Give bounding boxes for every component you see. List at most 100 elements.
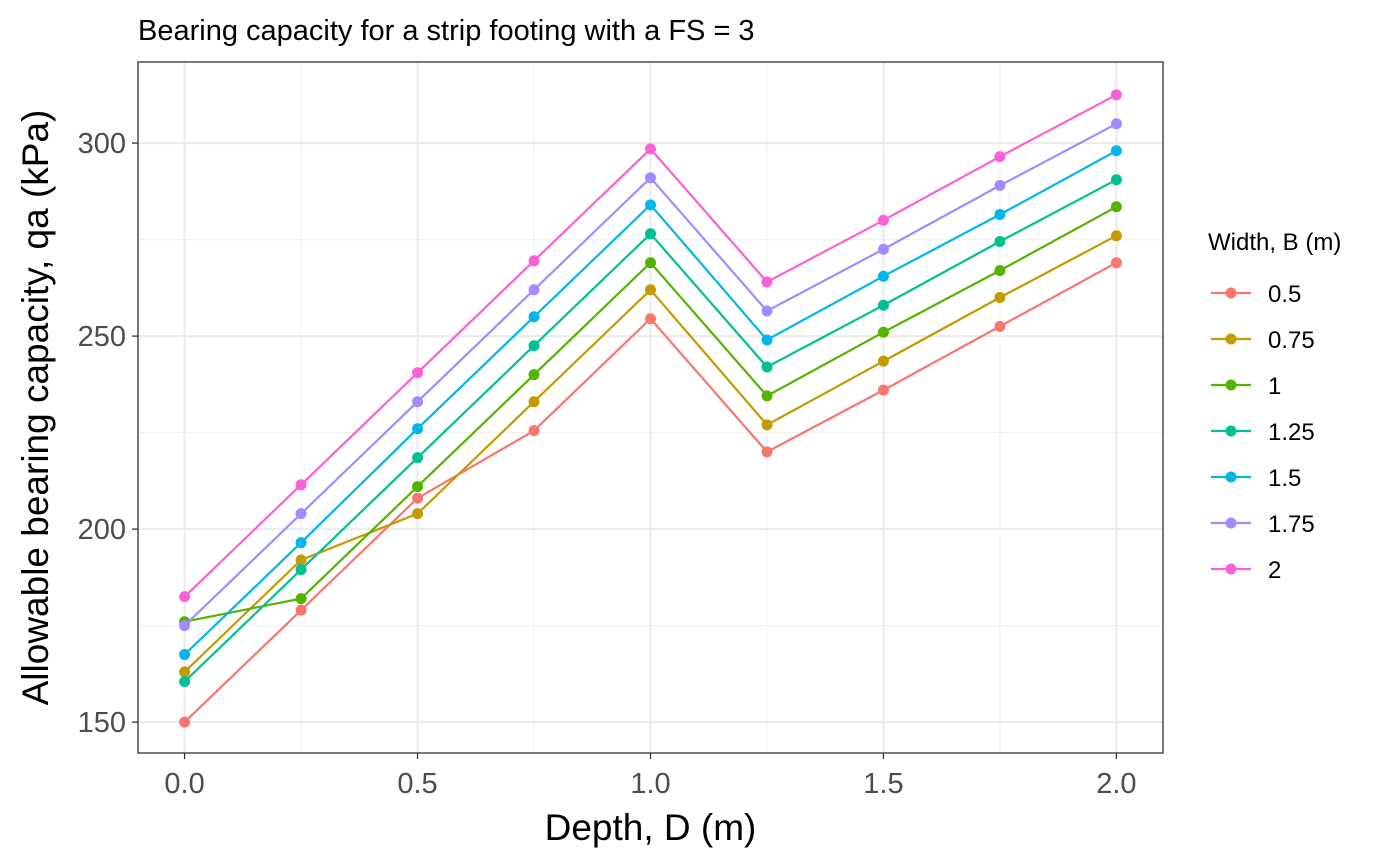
x-tick-label: 0.5 bbox=[397, 768, 437, 800]
data-point bbox=[645, 172, 656, 184]
data-point bbox=[528, 396, 540, 408]
legend-key-point bbox=[1225, 425, 1237, 437]
data-point bbox=[179, 591, 191, 603]
legend-label: 1.75 bbox=[1268, 511, 1315, 538]
data-point bbox=[1110, 118, 1122, 130]
data-point bbox=[295, 604, 307, 616]
legend-key-point bbox=[1225, 563, 1237, 575]
legend: Width, B (m) 0.5 0.75 1 1.25 1.5 1.75 2 bbox=[1208, 229, 1341, 584]
x-tick-label: 1.5 bbox=[863, 768, 903, 800]
series-1-25 bbox=[179, 174, 1122, 688]
data-point bbox=[179, 649, 191, 661]
data-point bbox=[179, 716, 191, 728]
data-point bbox=[179, 676, 191, 688]
data-point bbox=[761, 446, 773, 458]
data-point bbox=[528, 340, 540, 352]
data-point bbox=[645, 199, 656, 211]
data-point bbox=[412, 492, 424, 504]
data-point bbox=[528, 255, 540, 267]
y-tick-label: 250 bbox=[78, 321, 126, 353]
legend-title: Width, B (m) bbox=[1208, 229, 1341, 256]
data-point bbox=[1110, 145, 1122, 157]
legend-label: 0.5 bbox=[1268, 281, 1301, 308]
data-point bbox=[412, 452, 424, 464]
legend-key bbox=[1211, 517, 1251, 529]
data-point bbox=[761, 390, 773, 402]
y-tick-label: 300 bbox=[78, 128, 126, 160]
data-point bbox=[877, 299, 889, 311]
y-tick-label: 200 bbox=[78, 514, 126, 546]
data-point bbox=[994, 320, 1006, 332]
x-axis-title: Depth, D (m) bbox=[545, 807, 757, 848]
data-point bbox=[1110, 201, 1122, 213]
data-point bbox=[877, 326, 889, 338]
legend-key bbox=[1211, 563, 1251, 575]
data-point bbox=[994, 180, 1006, 192]
legend-key-point bbox=[1225, 379, 1237, 391]
data-point bbox=[645, 143, 656, 155]
y-tick-label: 150 bbox=[78, 707, 126, 739]
data-point bbox=[1110, 257, 1122, 269]
data-point bbox=[528, 311, 540, 323]
data-point bbox=[528, 284, 540, 296]
data-point bbox=[295, 554, 307, 566]
data-point bbox=[295, 564, 307, 576]
data-point bbox=[761, 361, 773, 373]
x-tick-label: 0.0 bbox=[164, 768, 204, 800]
legend-label: 2 bbox=[1268, 557, 1281, 584]
data-point bbox=[295, 508, 307, 520]
legend-label: 0.75 bbox=[1268, 327, 1315, 354]
data-point bbox=[645, 228, 656, 240]
data-point bbox=[412, 481, 424, 493]
data-point bbox=[179, 666, 191, 678]
data-point bbox=[761, 334, 773, 346]
data-point bbox=[645, 313, 656, 325]
data-point bbox=[412, 508, 424, 520]
legend-key bbox=[1211, 471, 1251, 483]
data-point bbox=[877, 243, 889, 255]
series-0-75 bbox=[179, 230, 1122, 678]
data-point bbox=[1110, 230, 1122, 242]
legend-key-point bbox=[1225, 517, 1237, 529]
data-point bbox=[645, 284, 656, 296]
data-point bbox=[412, 396, 424, 408]
data-point bbox=[994, 264, 1006, 276]
data-point bbox=[994, 151, 1006, 163]
data-point bbox=[994, 236, 1006, 248]
data-point bbox=[295, 593, 307, 605]
data-point bbox=[761, 305, 773, 317]
legend-key bbox=[1211, 425, 1251, 437]
data-point bbox=[994, 208, 1006, 220]
legend-label: 1.25 bbox=[1268, 419, 1315, 446]
data-point bbox=[994, 291, 1006, 303]
data-point bbox=[761, 419, 773, 431]
data-point bbox=[645, 257, 656, 269]
axes: 0.0 0.5 1.0 1.5 2.0 150 200 250 300 bbox=[78, 128, 1137, 800]
series-1-75 bbox=[179, 118, 1122, 632]
data-point bbox=[877, 384, 889, 396]
data-point bbox=[877, 214, 889, 226]
legend-key-point bbox=[1225, 287, 1237, 299]
data-point bbox=[295, 537, 307, 549]
data-point bbox=[295, 479, 307, 491]
data-point bbox=[877, 270, 889, 282]
data-point bbox=[179, 620, 191, 632]
legend-key bbox=[1211, 287, 1251, 299]
x-tick-label: 1.0 bbox=[630, 768, 670, 800]
data-point bbox=[1110, 174, 1122, 186]
y-axis-title: Allowable bearing capacity, qa (kPa) bbox=[15, 110, 56, 706]
data-point bbox=[877, 355, 889, 367]
series-2 bbox=[179, 89, 1122, 603]
series-group bbox=[179, 89, 1122, 728]
legend-key bbox=[1211, 379, 1251, 391]
legend-label: 1.5 bbox=[1268, 465, 1301, 492]
data-point bbox=[412, 423, 424, 435]
data-point bbox=[528, 369, 540, 381]
legend-label: 1 bbox=[1268, 373, 1281, 400]
data-point bbox=[412, 367, 424, 379]
series-1-5 bbox=[179, 145, 1122, 661]
data-point bbox=[761, 276, 773, 288]
gridlines bbox=[138, 62, 1163, 753]
x-tick-label: 2.0 bbox=[1096, 768, 1136, 800]
